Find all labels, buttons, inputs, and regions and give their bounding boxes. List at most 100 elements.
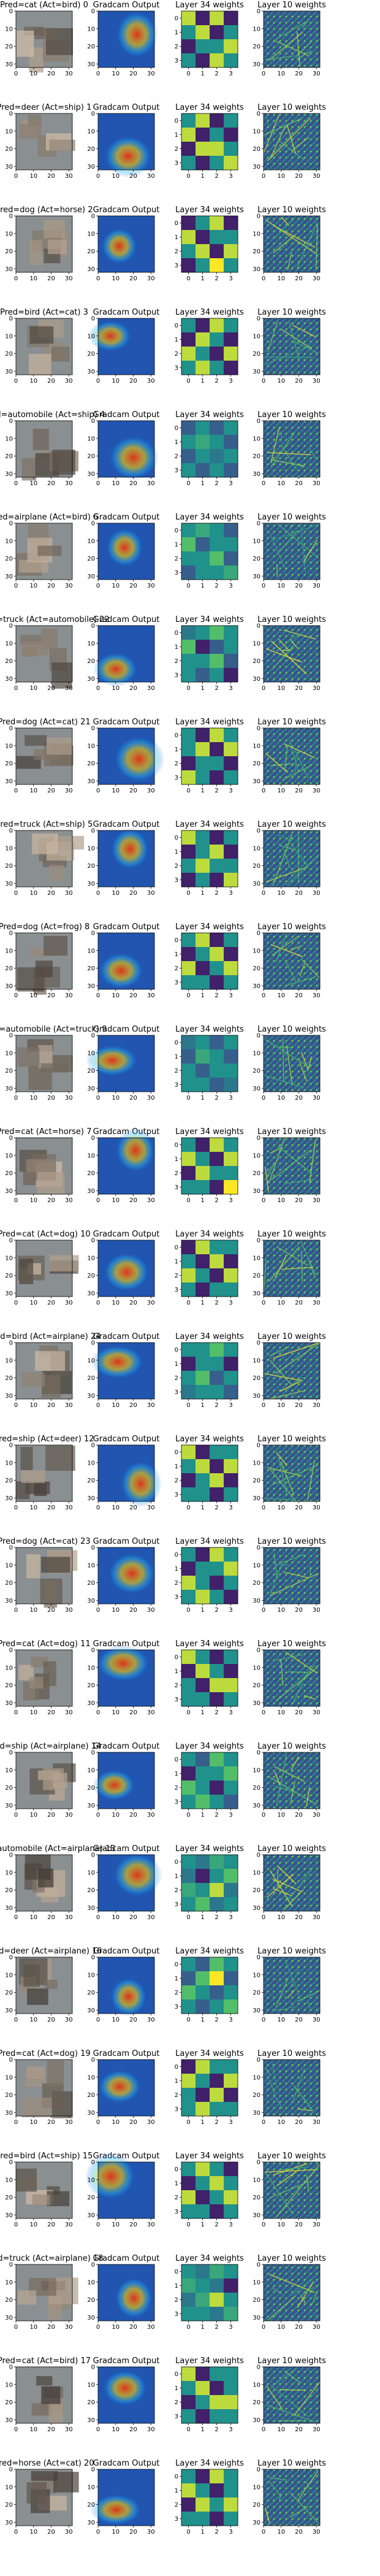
x-tick-label: 20 — [129, 2426, 137, 2433]
panel-title: Layer 34 weights — [175, 1639, 244, 1649]
weight-cell — [224, 1795, 238, 1809]
panel-title: Layer 34 weights — [175, 308, 244, 317]
x-tick-label: 0 — [262, 2221, 265, 2228]
weight-cell — [196, 1371, 210, 1386]
image-patch — [41, 1557, 70, 1573]
y-tick-label: 20 — [87, 1273, 95, 1279]
layer10-stroke — [290, 945, 302, 951]
figure-row: Pred=dog (Act=cat) 23 Gradcam Output Layer… — [0, 1537, 326, 1614]
y-tick-label: 20 — [87, 1068, 95, 1075]
axes-frame — [97, 1649, 155, 1707]
weight-cell — [181, 435, 196, 450]
layer10-stroke — [278, 638, 290, 651]
y-tick-label: 10 — [253, 435, 260, 442]
x-tick-label: 2 — [215, 2221, 218, 2228]
y-tick-label: 10 — [253, 1869, 260, 1876]
weight-cell — [196, 830, 210, 845]
y-tick-label: 30 — [87, 1188, 95, 1195]
layer10-stroke — [267, 2295, 297, 2321]
figure-row: Pred=cat (Act=bird) 0 Gradcam Output Layer… — [0, 1, 326, 77]
x-tick-label: 10 — [29, 2426, 37, 2433]
weight-cell — [196, 2190, 210, 2205]
figure-row: Pred=deer (Act=ship) 1 Gradcam Output Laye… — [0, 103, 326, 180]
figure-row: Pred=truck (Act=ship) 5 Gradcam Output Lay… — [0, 820, 326, 897]
x-tick-label: 10 — [29, 1914, 37, 1921]
x-tick-label: 30 — [65, 2017, 73, 2023]
x-tick-label: 10 — [29, 583, 37, 589]
x-tick-label: 30 — [313, 890, 321, 897]
y-tick-label: 20 — [5, 761, 13, 767]
gradcam-heat — [107, 1552, 156, 1595]
weight-cell — [181, 2395, 196, 2410]
weight-cell — [196, 728, 210, 743]
weight-cell — [181, 756, 196, 771]
y-tick-label: 10 — [87, 640, 95, 647]
weight-cell — [210, 318, 224, 333]
weight-cell — [224, 1883, 238, 1898]
weight-cell — [181, 2469, 196, 2484]
panel-title: Layer 10 weights — [257, 1127, 326, 1137]
x-tick-label: 2 — [215, 1709, 218, 1716]
row-title: Pred=dog (Act=cat) 23 — [0, 1537, 91, 1546]
weight-cell — [181, 2367, 196, 2382]
y-tick-label: 20 — [253, 556, 260, 562]
x-tick-label: 20 — [129, 788, 137, 794]
layer10-stroke — [284, 745, 288, 771]
figure-row: Pred=cat (Act=bird) 17 Gradcam Output Laye… — [0, 2356, 326, 2433]
image-patch — [26, 2066, 45, 2079]
x-tick-label: 0 — [96, 1300, 100, 1306]
panel-title: Layer 10 weights — [257, 1742, 326, 1751]
y-tick-label: 20 — [5, 863, 13, 870]
x-tick-label: 0 — [262, 685, 265, 692]
weight-cell — [181, 421, 196, 435]
weight-cell — [224, 2483, 238, 2498]
weight-cell — [181, 1692, 196, 1707]
axes-frame — [181, 1240, 238, 1297]
x-tick-label: 2 — [215, 173, 218, 180]
x-tick-label: 10 — [277, 378, 285, 385]
x-tick-label: 3 — [229, 2324, 232, 2331]
image-patch — [17, 30, 34, 57]
image-patch — [25, 1481, 50, 1495]
layer10-stroke — [292, 2068, 305, 2103]
layer10-stroke — [273, 1888, 292, 1896]
weight-cell — [181, 53, 196, 68]
x-tick-label: 0 — [96, 378, 100, 385]
weight-cell — [196, 1064, 210, 1078]
axes-frame — [263, 1444, 321, 1502]
y-tick-label: 2 — [175, 248, 178, 255]
axes-frame — [181, 1649, 238, 1707]
x-tick-label: 20 — [295, 1095, 303, 1102]
y-tick-label: 20 — [253, 1068, 260, 1075]
x-tick-label: 0 — [186, 583, 190, 589]
y-tick-label: 30 — [87, 1700, 95, 1707]
layer10-stroke — [270, 432, 295, 467]
image-patch — [20, 124, 41, 139]
x-tick-label: 20 — [295, 2324, 303, 2331]
weight-cell — [224, 2279, 238, 2293]
layer10-stroke — [264, 2172, 294, 2215]
x-tick-label: 10 — [112, 378, 120, 385]
x-tick-label: 20 — [129, 2221, 137, 2228]
y-tick-label: 10 — [5, 845, 13, 852]
layer10-stroke — [265, 2067, 271, 2077]
row-title: Pred=truck (Act=airplane) 18 — [0, 2254, 103, 2263]
x-tick-label: 20 — [129, 275, 137, 282]
weight-cell — [181, 1152, 196, 1167]
gradcam-heat — [103, 134, 153, 178]
axes-frame — [181, 2059, 238, 2117]
y-tick-label: 20 — [5, 2195, 13, 2201]
x-tick-label: 10 — [29, 992, 37, 999]
weight-cell — [181, 537, 196, 552]
x-tick-label: 20 — [129, 1505, 137, 1511]
weight-cell — [210, 1985, 224, 2000]
y-tick-label: 10 — [253, 743, 260, 749]
layer10-stroke — [298, 2471, 319, 2500]
layer10-stroke — [274, 1766, 305, 1782]
y-tick-label: 0 — [9, 9, 13, 15]
weight-cell — [181, 1985, 196, 2000]
x-tick-label: 30 — [65, 788, 73, 794]
layer10-stroke — [272, 834, 293, 886]
y-tick-label: 0 — [257, 2467, 260, 2474]
axes-frame — [263, 1240, 321, 1297]
